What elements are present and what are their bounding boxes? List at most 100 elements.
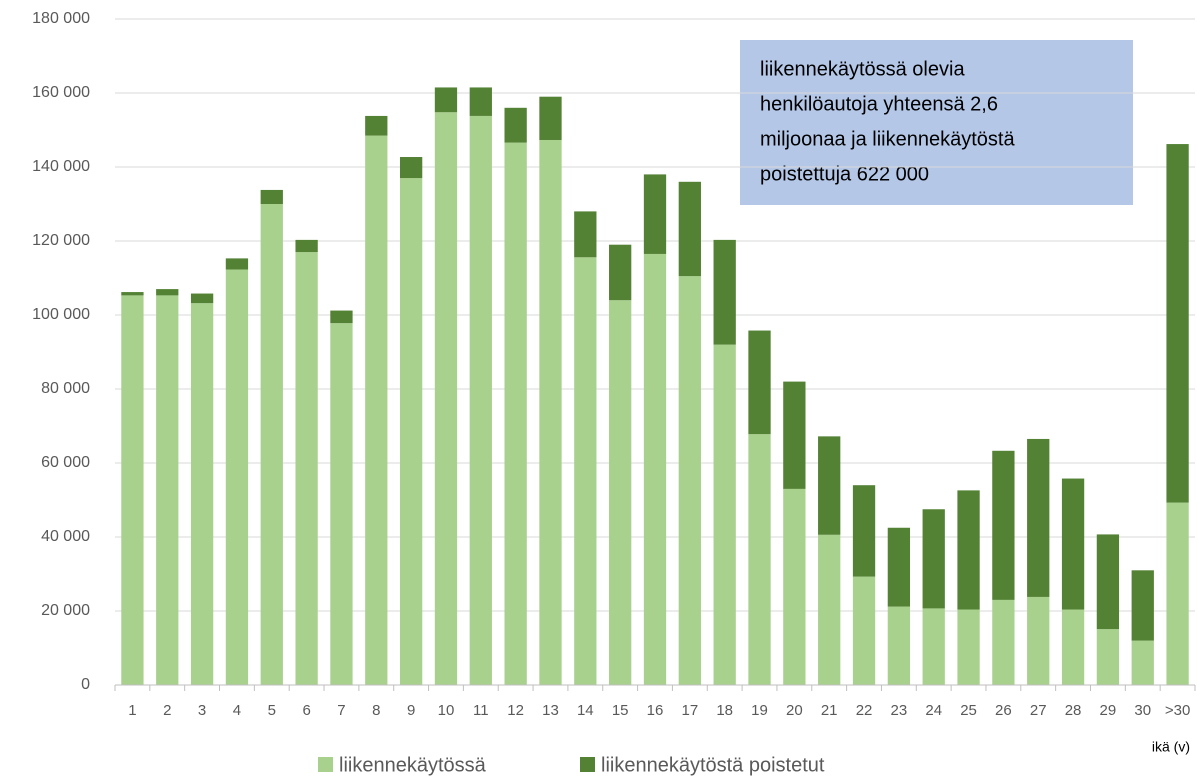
x-tick-label: 2: [163, 702, 171, 719]
x-tick-label: 26: [995, 702, 1012, 719]
bar-segment: [643, 253, 667, 685]
x-tick-label: 21: [821, 702, 838, 719]
bar-segment: [1061, 609, 1085, 685]
x-tick-label: 15: [612, 702, 629, 719]
legend-label: liikennekäytössä: [339, 754, 487, 776]
bar-segment: [748, 330, 771, 435]
x-tick-label: 8: [372, 702, 380, 719]
y-tick-label: 180 000: [32, 10, 90, 27]
bar-segment: [852, 485, 876, 577]
bar-segment: [295, 252, 318, 685]
bar-segment: [1061, 478, 1085, 610]
bar-segment: [643, 174, 667, 254]
x-tick-label: 9: [407, 702, 415, 719]
x-tick-label: 13: [542, 702, 559, 719]
y-tick-label: 140 000: [32, 158, 90, 175]
bar-segment: [887, 527, 911, 607]
bar-segment: [713, 344, 736, 685]
y-tick-label: 20 000: [41, 602, 90, 619]
x-tick-label: 6: [302, 702, 310, 719]
bar-segment: [539, 96, 562, 140]
bar-segment: [1131, 640, 1154, 685]
bar-segment: [539, 139, 562, 686]
bar-segment: [1166, 144, 1189, 503]
bar-segment: [748, 434, 771, 685]
x-tick-label: >30: [1165, 702, 1190, 719]
bar-segment: [504, 142, 527, 685]
y-tick-label: 100 000: [32, 306, 90, 323]
bar-segment: [434, 87, 458, 113]
legend-label: liikennekäytöstä poistetut: [601, 754, 825, 776]
x-tick-label: 16: [647, 702, 664, 719]
x-tick-label: 12: [507, 702, 524, 719]
bar-segment: [887, 606, 911, 685]
bar-segment: [678, 181, 701, 277]
bar-segment: [225, 269, 249, 685]
bar-segment: [818, 436, 841, 535]
bar-segment: [992, 450, 1015, 600]
bar-segment: [260, 189, 283, 204]
bar-segment: [992, 599, 1015, 685]
bar-segment: [434, 112, 458, 686]
bar-segment: [1027, 596, 1050, 685]
y-tick-label: 160 000: [32, 84, 90, 101]
bar-segment: [190, 293, 214, 304]
bar-segment: [399, 157, 423, 179]
x-tick-label: 23: [891, 702, 908, 719]
x-tick-label: 27: [1030, 702, 1047, 719]
bar-segment: [957, 609, 980, 685]
x-tick-label: 11: [473, 702, 489, 719]
bar-segment: [121, 295, 144, 685]
y-tick-label: 0: [81, 676, 90, 693]
bar-segment: [818, 534, 841, 685]
y-tick-label: 40 000: [41, 528, 90, 545]
x-tick-label: 28: [1065, 702, 1082, 719]
bar-segment: [783, 488, 806, 685]
bar-segment: [574, 211, 597, 258]
bar-segment: [295, 239, 318, 253]
annotation-line: henkilöautoja yhteensä 2,6: [760, 93, 998, 115]
x-tick-label: 7: [337, 702, 345, 719]
bar-segment: [260, 204, 283, 685]
x-tick-label: 18: [716, 702, 733, 719]
bar-segment: [1131, 570, 1154, 641]
bar-segment: [504, 107, 527, 143]
bar-segment: [852, 576, 876, 685]
bar-segment: [922, 608, 945, 685]
annotation-line: liikennekäytössä olevia: [760, 58, 965, 80]
legend-swatch: [318, 757, 333, 772]
bar-segment: [330, 310, 353, 324]
bar-segment: [365, 115, 388, 136]
bar-segment: [574, 257, 597, 685]
x-tick-label: 29: [1100, 702, 1117, 719]
annotation-box: [740, 40, 1133, 205]
bar-segment: [609, 300, 632, 685]
x-tick-label: 10: [438, 702, 455, 719]
x-tick-label: 30: [1134, 702, 1151, 719]
bar-segment: [121, 292, 144, 296]
bar-segment: [783, 381, 806, 489]
y-tick-label: 120 000: [32, 232, 90, 249]
bar-segment: [957, 490, 980, 610]
x-tick-label: 14: [577, 702, 594, 719]
x-tick-label: 22: [856, 702, 873, 719]
x-tick-label: 17: [681, 702, 698, 719]
bar-segment: [1096, 629, 1120, 685]
bar-segment: [156, 295, 179, 685]
bar-segment: [469, 115, 492, 685]
bar-segment: [1027, 438, 1050, 597]
x-tick-label: 24: [925, 702, 942, 719]
bar-segment: [1096, 534, 1120, 630]
legend-swatch: [580, 757, 595, 772]
bar-segment: [713, 239, 736, 345]
x-tick-label: 1: [128, 702, 136, 719]
bar-segment: [156, 289, 179, 296]
bar-segment: [1166, 502, 1189, 685]
y-tick-label: 60 000: [41, 454, 90, 471]
bar-segment: [365, 135, 388, 686]
x-tick-label: 3: [198, 702, 206, 719]
x-tick-label: 25: [960, 702, 977, 719]
x-tick-label: 5: [268, 702, 276, 719]
x-tick-label: 4: [233, 702, 241, 719]
